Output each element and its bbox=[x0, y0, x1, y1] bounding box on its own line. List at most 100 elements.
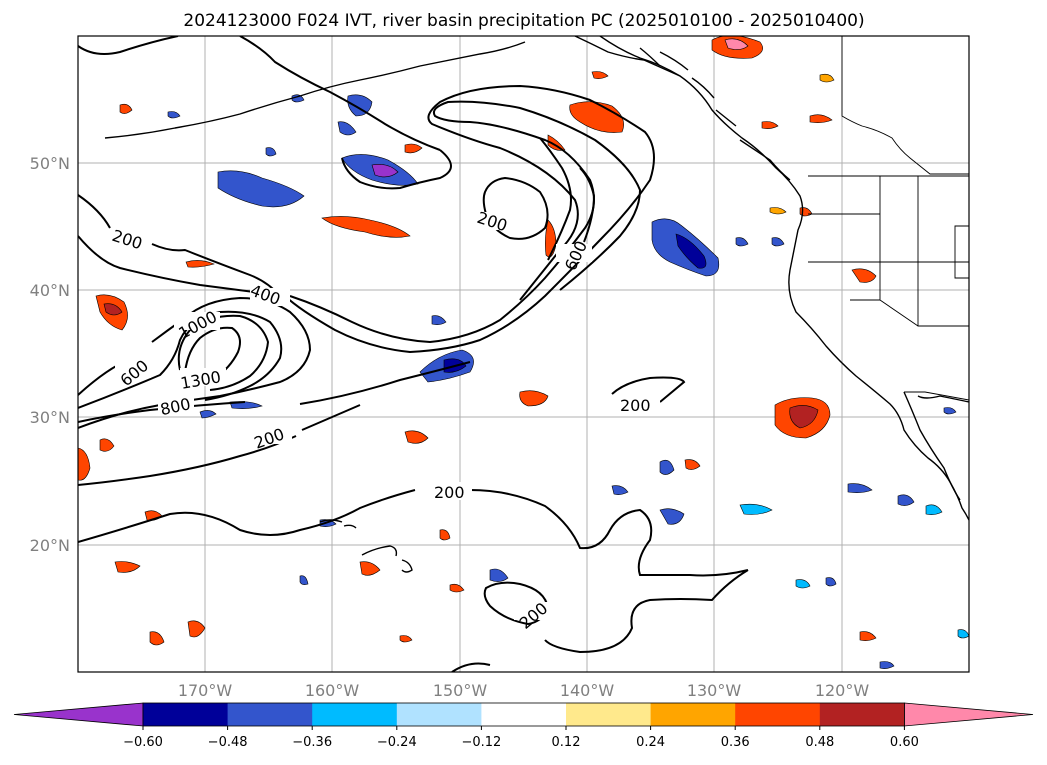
precip-blob bbox=[819, 73, 835, 83]
baja-california bbox=[903, 391, 969, 501]
colorbar: −0.60 −0.48 −0.36 −0.24 −0.12 0.12 0.24 0.36 0.4… bbox=[13, 702, 1034, 750]
lat-label-20n: 20°N bbox=[30, 536, 70, 555]
precip-blob bbox=[404, 143, 423, 154]
precip-blob bbox=[519, 390, 549, 407]
ivt-contours bbox=[78, 36, 749, 672]
colorbar-segment bbox=[819, 703, 905, 726]
precip-blob bbox=[684, 459, 701, 470]
precip-blob bbox=[739, 503, 773, 515]
precip-blob bbox=[943, 407, 957, 415]
ivt-contour-400 bbox=[78, 100, 642, 344]
precip-blob bbox=[569, 101, 624, 133]
longitude-labels: 170°W 160°W 150°W 140°W 130°W 120°W bbox=[178, 681, 870, 700]
precip-blob bbox=[789, 405, 819, 429]
colorbar-segment bbox=[566, 703, 652, 726]
colorbar-frame bbox=[142, 702, 905, 727]
precip-blob bbox=[199, 410, 217, 419]
precip-blob bbox=[825, 577, 837, 587]
precip-blob bbox=[187, 620, 206, 638]
colorbar-extend-max bbox=[904, 702, 1034, 727]
colorbar-tick-label: 0.48 bbox=[805, 735, 834, 750]
precip-blob bbox=[431, 315, 447, 325]
precip-blob bbox=[859, 631, 877, 641]
latitude-labels: 50°N 40°N 30°N 20°N bbox=[30, 154, 70, 555]
precip-blob bbox=[735, 237, 749, 247]
ivt-contour-200-low bbox=[78, 404, 361, 486]
precip-blob bbox=[724, 38, 749, 50]
precip-blob bbox=[925, 504, 943, 515]
precip-blob bbox=[337, 121, 357, 136]
ivt-contour-200-closed bbox=[341, 149, 452, 190]
precip-blob bbox=[489, 568, 509, 582]
alaska-canada-border bbox=[841, 36, 969, 175]
precip-blob bbox=[659, 508, 685, 525]
precip-blob bbox=[119, 103, 133, 114]
colorbar-segments bbox=[13, 702, 1034, 727]
ivt-contour-200-bottom bbox=[451, 662, 491, 672]
us-mexico-border bbox=[904, 391, 969, 401]
colorbar-tick-label: −0.36 bbox=[292, 735, 332, 750]
colorbar-segment bbox=[650, 703, 736, 726]
precip-blob bbox=[547, 134, 566, 151]
precip-blob bbox=[217, 170, 305, 208]
ivt-contour-1000 bbox=[177, 314, 270, 391]
precip-blob bbox=[167, 111, 181, 119]
contour-label: 200 bbox=[620, 396, 651, 415]
precip-blob bbox=[659, 459, 675, 475]
lon-label-140w: 140°W bbox=[560, 681, 615, 700]
ivt-contour-labels: 200 200 200 200 200 200 400 600 600 800 bbox=[110, 208, 660, 633]
contour-label: 200 bbox=[434, 483, 465, 502]
precip-blob bbox=[185, 260, 215, 268]
precip-blob bbox=[114, 561, 141, 573]
lat-label-50n: 50°N bbox=[30, 154, 70, 173]
precip-blob bbox=[291, 94, 305, 103]
lon-label-120w: 120°W bbox=[815, 681, 870, 700]
north-america-coast bbox=[599, 36, 969, 521]
precip-blob bbox=[795, 579, 811, 589]
ivt-contour-200-outer bbox=[78, 84, 655, 354]
precip-blob bbox=[149, 631, 165, 646]
colorbar-extend-min bbox=[13, 702, 144, 727]
colorbar-tick-label: −0.12 bbox=[461, 735, 501, 750]
map-frame bbox=[77, 35, 970, 673]
ivt-contour-200-north bbox=[78, 36, 441, 151]
aleutian-islands bbox=[104, 41, 526, 139]
alaska-coast bbox=[574, 36, 681, 77]
precip-blob bbox=[371, 164, 399, 178]
figure-title: 2024123000 F024 IVT, river basin precipi… bbox=[183, 11, 864, 31]
lat-label-40n: 40°N bbox=[30, 281, 70, 300]
precip-blob bbox=[851, 268, 877, 283]
colorbar-ticks: −0.60 −0.48 −0.36 −0.24 −0.12 0.12 0.24 0.36 0.4… bbox=[123, 726, 919, 750]
precip-blob bbox=[591, 71, 609, 79]
precip-blob bbox=[847, 483, 873, 493]
colorbar-tick-label: 0.36 bbox=[721, 735, 750, 750]
precip-blob bbox=[769, 207, 787, 215]
lon-label-130w: 130°W bbox=[687, 681, 742, 700]
colorbar-segment bbox=[312, 703, 398, 726]
lon-label-170w: 170°W bbox=[178, 681, 233, 700]
precip-blob bbox=[449, 583, 465, 593]
lon-label-150w: 150°W bbox=[433, 681, 488, 700]
colorbar-segment bbox=[481, 703, 567, 726]
precip-blob bbox=[103, 303, 123, 316]
ivt-contour-200-east bbox=[611, 376, 686, 403]
precip-blob bbox=[321, 216, 411, 238]
precip-negative-areas bbox=[167, 94, 969, 669]
lat-label-30n: 30°N bbox=[30, 408, 70, 427]
colorbar-segment bbox=[143, 703, 229, 726]
precip-blob bbox=[99, 438, 115, 452]
colorbar-tick-label: −0.60 bbox=[123, 735, 163, 750]
colorbar-tick-label: 0.24 bbox=[636, 735, 665, 750]
precip-blob bbox=[879, 661, 895, 669]
precip-blob bbox=[439, 529, 451, 541]
coastlines bbox=[104, 36, 969, 573]
ivt-contour-600-north bbox=[539, 137, 596, 261]
precip-blob bbox=[359, 561, 381, 576]
colorbar-segment bbox=[735, 703, 821, 726]
precip-blob bbox=[299, 575, 309, 585]
colorbar-segment bbox=[396, 703, 482, 726]
colorbar-segment bbox=[227, 703, 313, 726]
colorbar-tick-label: 0.60 bbox=[890, 735, 919, 750]
map-panel: 200 200 200 200 200 200 400 600 600 800 bbox=[77, 35, 970, 673]
ivt-contour-200-south bbox=[78, 361, 471, 423]
